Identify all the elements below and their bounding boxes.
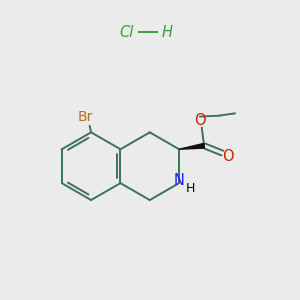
Text: Br: Br [78, 110, 94, 124]
Polygon shape [179, 143, 204, 149]
Text: O: O [194, 113, 206, 128]
Text: Cl: Cl [119, 25, 134, 40]
Text: H: H [162, 25, 172, 40]
Text: H: H [186, 182, 195, 195]
Text: O: O [222, 148, 234, 164]
Text: N: N [174, 173, 184, 188]
